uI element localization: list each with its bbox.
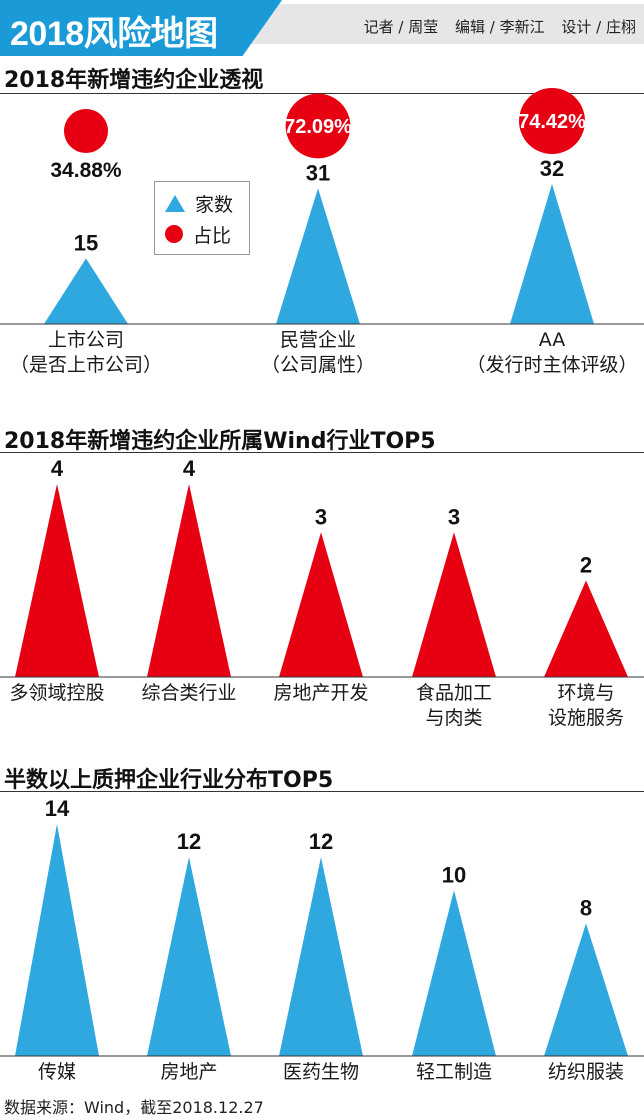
value-label-3: 3 (448, 504, 460, 529)
category-label-4-line2: 设施服务 (548, 707, 624, 729)
value-label-1: 12 (177, 829, 201, 854)
chart2-title: 2018年新增违约企业所属Wind行业TOP5 (4, 429, 436, 454)
category-label-3: 轻工制造 (416, 1061, 492, 1083)
credit-reporter: 记者 / 周莹 (363, 18, 439, 36)
bar-2 (510, 184, 594, 324)
legend-count-row: 家数 (165, 191, 234, 216)
share-label-1: 72.09% (284, 116, 352, 138)
bar-0 (44, 258, 128, 324)
category-label-3-line2: 与肉类 (425, 707, 482, 729)
circle-icon (165, 225, 183, 243)
bar-1 (276, 188, 360, 324)
page-title: 2018风险地图 (10, 15, 218, 53)
header: 2018风险地图 记者 / 周莹 编辑 / 李新江 设计 / 庄栩 (0, 0, 644, 56)
share-circle-0 (64, 109, 108, 153)
value-label-2: 32 (540, 156, 564, 181)
bar-3 (412, 532, 496, 677)
category-label-2: AA (539, 329, 566, 351)
value-label-1: 31 (306, 160, 330, 185)
value-label-0: 14 (45, 796, 70, 821)
value-label-3: 10 (442, 862, 466, 887)
category-label-0: 多领域控股 (9, 682, 104, 704)
category-label-0: 上市公司 (48, 329, 124, 351)
category-label-3: 食品加工 (416, 682, 492, 704)
share-label-0: 34.88% (50, 159, 122, 182)
chart1-plot: 15 上市公司 （是否上市公司） 31 民营企业 （公司属性） 32 AA （发行时主体评级） 3… (0, 88, 644, 376)
category-label-0: 传媒 (38, 1061, 76, 1083)
category-label-1: 房地产 (160, 1061, 217, 1083)
legend-count-label: 家数 (195, 193, 234, 216)
category-label-0-line2: （是否上市公司） (10, 354, 162, 376)
chart1-title: 2018年新增违约企业透视 (4, 68, 264, 93)
value-label-0: 15 (74, 230, 98, 255)
credit-designer: 设计 / 庄栩 (561, 18, 636, 36)
value-label-0: 4 (51, 456, 64, 481)
bar-0 (15, 484, 99, 677)
share-circle-2 (519, 88, 585, 154)
category-label-2: 房地产开发 (273, 682, 368, 704)
value-label-2: 12 (309, 829, 333, 854)
bar-1 (147, 484, 231, 677)
category-label-1: 综合类行业 (141, 682, 236, 704)
category-label-4: 环境与 (557, 682, 614, 704)
value-label-4: 2 (580, 553, 592, 578)
category-label-2: 医药生物 (283, 1061, 359, 1083)
credit-editor: 编辑 / 李新江 (455, 18, 545, 36)
value-label-2: 3 (315, 504, 327, 529)
category-label-2-line2: （发行时主体评级） (466, 354, 637, 376)
bar-1 (147, 857, 231, 1056)
chart1-legend: 家数 占比 (154, 181, 250, 255)
bar-2 (279, 857, 363, 1056)
source-note: 数据来源：Wind，截至2018.12.27 (4, 1098, 264, 1117)
legend-share-label: 占比 (193, 224, 232, 247)
chart3-top-rule (0, 791, 644, 792)
chart2-top-rule (0, 452, 644, 453)
triangle-icon (165, 194, 185, 212)
credits: 记者 / 周莹 编辑 / 李新江 设计 / 庄栩 (352, 16, 636, 37)
header-title-block: 2018风险地图 (0, 0, 282, 56)
bar-3 (412, 890, 496, 1056)
value-label-4: 8 (580, 895, 592, 920)
bar-2 (279, 532, 363, 677)
chart3-title: 半数以上质押企业行业分布TOP5 (4, 768, 334, 793)
chart1-top-rule (0, 93, 644, 94)
category-label-1: 民营企业 (280, 329, 356, 351)
bar-4 (544, 580, 628, 677)
bar-4 (544, 923, 628, 1056)
legend-share-row: 占比 (165, 222, 232, 247)
bar-0 (15, 824, 99, 1056)
share-label-2: 74.42% (518, 111, 586, 133)
chart3-plot: 14 传媒 12 房地产 12 医药生物 10 轻工制造 8 纺织服装 (0, 796, 644, 1083)
value-label-1: 4 (183, 456, 196, 481)
category-label-4: 纺织服装 (548, 1061, 624, 1083)
category-label-1-line2: （公司属性） (261, 354, 375, 376)
share-circle-1 (285, 93, 351, 159)
